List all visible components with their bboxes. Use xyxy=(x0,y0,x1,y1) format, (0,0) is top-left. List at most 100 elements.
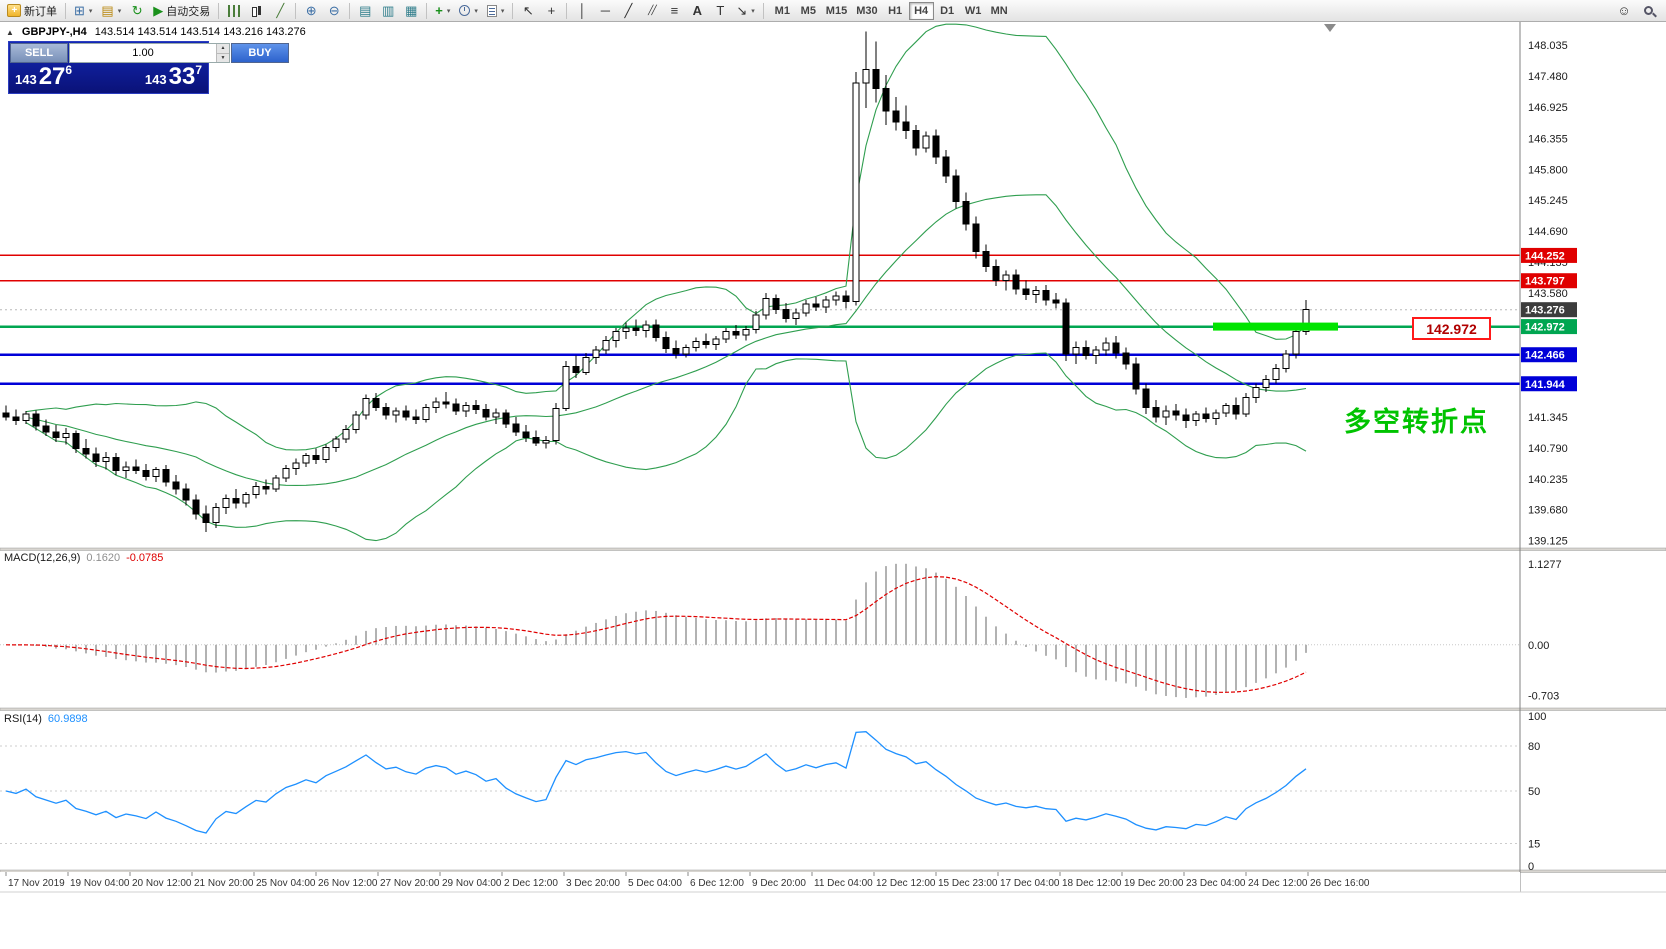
volume-increase-button[interactable]: ▲ xyxy=(217,44,229,53)
zoom-in-button[interactable]: ⊕ xyxy=(300,1,322,21)
volume-decrease-button[interactable]: ▼ xyxy=(217,52,229,62)
refresh-button[interactable]: ↻ xyxy=(126,1,148,21)
templates-button[interactable]: ▾ xyxy=(483,1,509,21)
candle xyxy=(1212,412,1220,419)
profiles-button[interactable]: ▤ ▾ xyxy=(97,1,125,21)
candle xyxy=(502,412,510,425)
axis-line-label-text: 141.944 xyxy=(1525,379,1566,391)
search-button[interactable] xyxy=(1637,1,1659,21)
candle xyxy=(712,338,720,345)
candle xyxy=(752,314,760,330)
price-tick-label: 145.800 xyxy=(1528,164,1568,176)
indicators-button[interactable]: + ▾ xyxy=(431,1,454,21)
timeframe-button-h1[interactable]: H1 xyxy=(883,2,908,20)
timeframe-button-w1[interactable]: W1 xyxy=(961,2,986,20)
axis-line-label xyxy=(1521,247,1577,263)
rsi-axis-label: 100 xyxy=(1528,711,1546,723)
candle xyxy=(362,397,370,416)
timeline-label: 12 Dec 12:00 xyxy=(876,878,936,889)
horizontal-line-button[interactable]: ─ xyxy=(594,1,616,21)
candle xyxy=(592,349,600,358)
panel-separator[interactable] xyxy=(0,707,1666,711)
timeline-label: 17 Nov 2019 xyxy=(8,878,65,889)
sell-button[interactable]: SELL xyxy=(10,43,68,63)
rsi-value: 60.9898 xyxy=(47,713,88,725)
price-callout-box[interactable]: 142.972 xyxy=(1412,317,1491,340)
volume-input[interactable] xyxy=(70,44,216,62)
chart-shift-marker[interactable] xyxy=(1324,24,1336,32)
timeframe-button-m15[interactable]: M15 xyxy=(822,2,851,20)
indicators-plus-icon: + xyxy=(435,3,443,18)
label-tool-button[interactable]: T xyxy=(709,1,731,21)
buy-button[interactable]: BUY xyxy=(231,43,289,63)
candle xyxy=(1182,414,1190,422)
community-button[interactable]: ☺ xyxy=(1613,1,1635,21)
timeframe-button-d1[interactable]: D1 xyxy=(935,2,960,20)
candle xyxy=(1142,388,1150,408)
candle xyxy=(332,438,340,448)
trendline-button[interactable]: ╱ xyxy=(617,1,639,21)
candle xyxy=(82,447,90,455)
timeframe-button-m5[interactable]: M5 xyxy=(796,2,821,20)
timeline-label: 26 Dec 16:00 xyxy=(1310,878,1370,889)
annotation-text[interactable]: 多空转折点 xyxy=(1344,407,1489,437)
timeline-label: 6 Dec 12:00 xyxy=(690,878,744,889)
refresh-icon: ↻ xyxy=(131,3,143,18)
arrows-tool-button[interactable]: ↘ ▾ xyxy=(732,1,758,21)
macd-panel-area[interactable] xyxy=(0,550,1520,708)
candle xyxy=(602,340,610,351)
candle xyxy=(662,336,670,349)
collapse-panel-icon[interactable]: ▲ xyxy=(6,27,14,37)
timeframe-button-h4[interactable]: H4 xyxy=(908,1,934,20)
candle xyxy=(742,328,750,336)
tile-horizontal-button[interactable]: ▤ xyxy=(354,1,376,21)
candlestick-button[interactable] xyxy=(246,1,268,21)
main-toolbar: 新订单 ⊞▾ ▤▾ ↻ ▶ 自动交易 ╱ ⊕ ⊖ ▤ ▥ ▦ +▾ ▾ ▾ ↖ … xyxy=(0,0,1666,22)
candle xyxy=(152,469,160,477)
crosshair-icon: + xyxy=(547,3,556,18)
cascade-windows-button[interactable]: ▦ xyxy=(400,1,422,21)
time-axis[interactable] xyxy=(0,872,1520,892)
macd-axis-label: 1.1277 xyxy=(1528,559,1562,571)
timeline-label: 21 Nov 20:00 xyxy=(194,878,254,889)
panel-separator[interactable] xyxy=(0,547,1666,551)
candle xyxy=(612,331,620,342)
candle xyxy=(212,506,220,523)
new-order-button[interactable]: 新订单 xyxy=(3,1,61,21)
crosshair-button[interactable]: + xyxy=(540,1,562,21)
candle xyxy=(382,406,390,416)
zoom-out-button[interactable]: ⊖ xyxy=(323,1,345,21)
auto-trading-button[interactable]: ▶ 自动交易 xyxy=(149,1,214,21)
green-zone-rect[interactable] xyxy=(1213,322,1338,331)
cursor-button[interactable]: ↖ xyxy=(517,1,539,21)
candle xyxy=(482,409,490,418)
chart-plot-area[interactable] xyxy=(0,22,1520,548)
bar-chart-button[interactable] xyxy=(223,1,245,21)
axis-line-label-text: 142.466 xyxy=(1525,350,1565,362)
candle xyxy=(442,401,450,405)
timeframe-button-m1[interactable]: M1 xyxy=(770,2,795,20)
vertical-line-button[interactable]: │ xyxy=(571,1,593,21)
timeframe-button-mn[interactable]: MN xyxy=(987,2,1012,20)
timeframe-button-m30[interactable]: M30 xyxy=(852,2,881,20)
candle xyxy=(632,327,640,332)
axis-line-label-text: 142.972 xyxy=(1525,322,1565,334)
line-chart-button[interactable]: ╱ xyxy=(269,1,291,21)
text-tool-button[interactable]: A xyxy=(686,1,708,21)
candle xyxy=(532,436,540,444)
chevron-down-icon: ▾ xyxy=(446,7,451,15)
new-chart-button[interactable]: ⊞ ▾ xyxy=(70,1,96,21)
tile-vertical-button[interactable]: ▥ xyxy=(377,1,399,21)
channel-button[interactable]: ╱╱ xyxy=(640,1,662,21)
fibonacci-button[interactable]: ≡ xyxy=(663,1,685,21)
rsi-panel-area[interactable] xyxy=(0,710,1520,870)
candle xyxy=(962,201,970,225)
candle xyxy=(1262,379,1270,388)
new-order-label: 新订单 xyxy=(24,5,57,18)
axis-line-label xyxy=(1521,273,1577,289)
periods-button[interactable]: ▾ xyxy=(455,1,482,21)
auto-trading-label: 自动交易 xyxy=(166,5,211,18)
trade-panel-quotes-row: 143276 143337 xyxy=(10,63,207,92)
rsi-axis-label: 15 xyxy=(1528,839,1540,851)
